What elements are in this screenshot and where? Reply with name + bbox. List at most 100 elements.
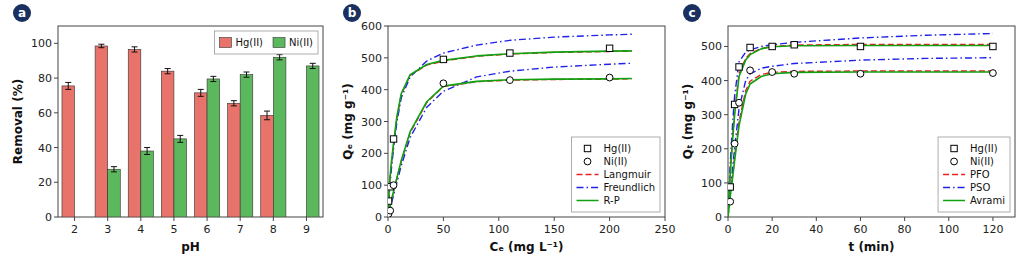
y-tick <box>384 217 388 218</box>
y-tick <box>724 182 728 183</box>
legend-item: Freundlich <box>577 182 655 193</box>
point <box>606 45 612 51</box>
x-tick-label: 0 <box>725 223 732 236</box>
x-tick-label: 50 <box>436 223 450 236</box>
legend-item: Hg(II) <box>584 143 631 154</box>
x-tick-label: 40 <box>809 223 823 236</box>
legend-label: Hg(II) <box>604 143 632 154</box>
point <box>769 69 776 76</box>
point <box>791 70 798 77</box>
point <box>606 74 613 81</box>
legend-swatch <box>584 158 591 165</box>
bar <box>207 79 220 217</box>
y-tick <box>384 26 388 27</box>
x-tick-label: 20 <box>765 223 779 236</box>
y-tick-label: 0 <box>715 211 722 224</box>
x-tick-label: 2 <box>71 223 78 236</box>
x-tick <box>273 217 274 221</box>
x-tick <box>992 217 993 221</box>
y-tick-label: 600 <box>361 20 382 33</box>
legend-label: Hg(II) <box>970 143 998 154</box>
legend-label: Freundlich <box>604 182 655 193</box>
bar <box>62 86 75 217</box>
point <box>731 140 738 147</box>
point <box>390 182 397 189</box>
y-tick <box>54 112 58 113</box>
y-tick-label: 500 <box>361 52 382 65</box>
legend-frame <box>572 137 660 212</box>
x-tick <box>498 217 499 221</box>
point <box>747 44 753 50</box>
y-tick-label: 100 <box>701 177 722 190</box>
badge-label: c <box>688 6 695 20</box>
legend-swatch <box>943 174 965 176</box>
y-tick <box>54 217 58 218</box>
legend: Hg(II) Ni(II) <box>214 31 318 54</box>
panel: 0100200300400500600050100150200250Cₑ (mg… <box>341 4 676 254</box>
error-bar <box>144 148 150 155</box>
y-axis-label: Qₑ (mg g⁻¹) <box>341 83 355 160</box>
x-tick <box>816 217 817 221</box>
point <box>506 77 513 84</box>
point <box>507 50 513 56</box>
bar <box>161 71 174 217</box>
x-tick <box>173 217 174 221</box>
x-tick-label: 250 <box>655 223 676 236</box>
x-tick-label: 200 <box>599 223 620 236</box>
point <box>388 198 392 204</box>
y-tick-label: 0 <box>45 211 52 224</box>
badge-label: a <box>18 6 26 20</box>
legend-label: Langmuir <box>604 169 652 180</box>
y-tick-label: 200 <box>361 147 382 160</box>
bar <box>240 75 253 217</box>
y-tick <box>724 217 728 218</box>
legend: Hg(II)Ni(II)LangmuirFreundlichR-P <box>572 137 660 212</box>
bar <box>108 169 121 217</box>
legend-item: Avrami <box>943 195 1005 206</box>
legend-item: Hg(II) <box>219 37 263 48</box>
x-tick <box>240 217 241 221</box>
error-bar <box>210 76 216 81</box>
plot-frame <box>388 26 665 217</box>
x-tick-label: 3 <box>104 223 111 236</box>
legend-label: Ni(II) <box>289 37 313 48</box>
x-tick <box>772 217 773 221</box>
point <box>791 42 797 48</box>
x-axis-label: pH <box>181 240 200 254</box>
error-bar <box>98 44 104 47</box>
y-tick-label: 300 <box>701 109 722 122</box>
y-tick <box>384 121 388 122</box>
x-tick <box>74 217 75 221</box>
x-tick-label: 7 <box>237 223 244 236</box>
legend-swatch <box>943 200 965 202</box>
point <box>390 136 396 142</box>
legend-item: Ni(II) <box>951 156 994 167</box>
y-tick-label: 100 <box>361 179 382 192</box>
legend: Hg(II)Ni(II)PFOPSOAvrami <box>938 137 1010 212</box>
x-tick <box>728 217 729 221</box>
legend-swatch <box>577 187 599 189</box>
x-tick <box>306 217 307 221</box>
y-tick-label: 80 <box>38 72 52 85</box>
point <box>728 184 733 190</box>
legend-label: Ni(II) <box>604 156 628 167</box>
legend-frame <box>214 31 318 54</box>
point <box>440 56 446 62</box>
legend-label: Hg(II) <box>235 37 263 48</box>
legend-swatch <box>584 145 590 151</box>
y-tick-label: 400 <box>361 84 382 97</box>
legend-swatch <box>577 174 599 176</box>
error-bar <box>277 55 283 60</box>
error-bar <box>111 167 117 172</box>
error-bar <box>177 135 183 142</box>
point <box>857 43 863 49</box>
x-tick <box>140 217 141 221</box>
y-tick <box>54 147 58 148</box>
x-tick <box>860 217 861 221</box>
legend-item: Ni(II) <box>584 156 627 167</box>
x-tick-label: 100 <box>938 223 959 236</box>
y-tick <box>384 153 388 154</box>
error-bar <box>310 63 316 68</box>
y-tick <box>54 43 58 44</box>
y-tick <box>384 185 388 186</box>
